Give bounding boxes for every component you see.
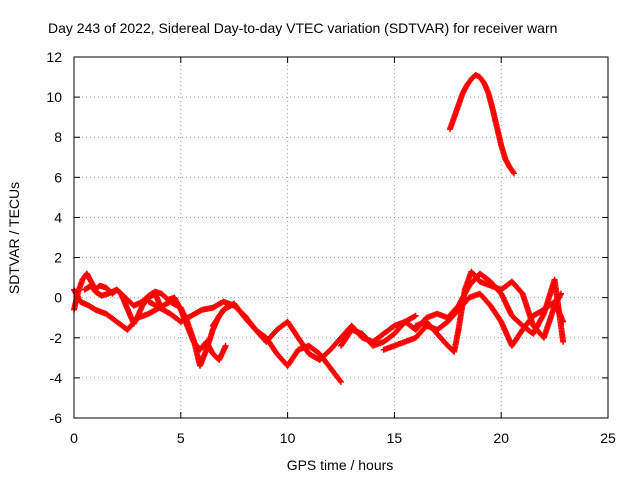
data-point xyxy=(337,377,344,384)
x-tick-label: 25 xyxy=(600,430,616,446)
y-tick-label: 6 xyxy=(54,169,62,185)
data-point xyxy=(560,338,567,345)
y-tick-label: -6 xyxy=(50,410,63,426)
x-axis-label: GPS time / hours xyxy=(287,457,394,473)
y-tick-label: -2 xyxy=(50,330,63,346)
y-tick-label: -4 xyxy=(50,370,63,386)
series-8 xyxy=(412,268,565,355)
series-9 xyxy=(446,72,518,177)
y-tick-label: 12 xyxy=(46,49,62,65)
x-tick-label: 20 xyxy=(493,430,509,446)
series-4 xyxy=(145,298,344,385)
data-point xyxy=(560,318,567,325)
y-tick-label: 4 xyxy=(54,209,62,225)
data-point xyxy=(510,169,517,176)
series-1 xyxy=(71,270,163,327)
data-points xyxy=(71,72,567,385)
y-tick-label: 0 xyxy=(54,290,62,306)
data-point xyxy=(558,290,565,297)
y-tick-label: 10 xyxy=(46,89,62,105)
data-point xyxy=(511,170,518,177)
y-tick-label: 2 xyxy=(54,250,62,266)
x-tick-label: 10 xyxy=(280,430,296,446)
x-tick-label: 0 xyxy=(70,430,78,446)
series-7 xyxy=(380,290,567,353)
chart-title: Day 243 of 2022, Sidereal Day-to-day VTE… xyxy=(48,20,557,36)
series-5 xyxy=(209,300,419,363)
x-tick-label: 15 xyxy=(387,430,403,446)
data-point xyxy=(412,312,419,319)
grid-lines xyxy=(74,57,608,418)
plot-frame xyxy=(73,56,609,419)
series-6 xyxy=(338,270,567,349)
y-tick-label: 8 xyxy=(54,129,62,145)
data-point xyxy=(338,378,344,385)
data-point xyxy=(222,342,229,349)
series-3 xyxy=(71,286,233,369)
y-axis-label: SDTVAR / TECUs xyxy=(6,182,22,294)
x-tick-label: 5 xyxy=(177,430,185,446)
axis-ticks: 0 5 10 15 20 25 -6 -4 -2 0 2 4 6 8 10 12 xyxy=(46,49,616,446)
